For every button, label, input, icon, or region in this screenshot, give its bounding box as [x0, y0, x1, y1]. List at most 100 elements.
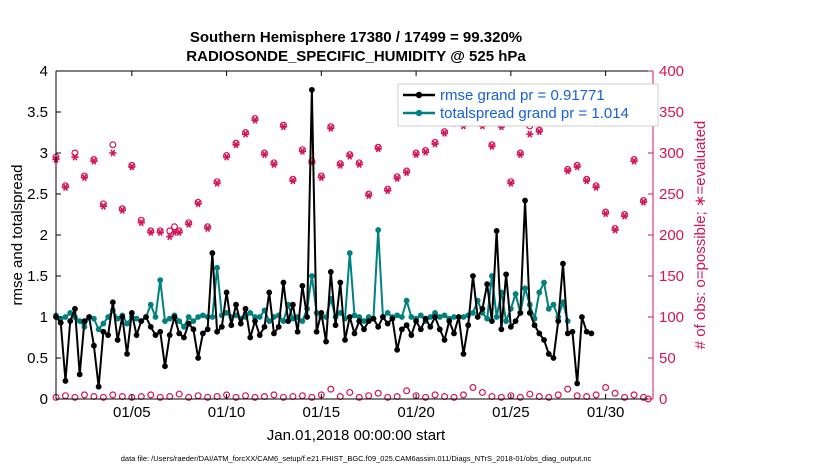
spread-point — [256, 314, 263, 320]
spread-point — [223, 310, 230, 316]
spread-point — [299, 318, 306, 324]
rmse-point — [389, 315, 396, 322]
rmse-point — [417, 326, 424, 333]
spread-point — [351, 312, 358, 319]
obs-star-stroke — [167, 233, 173, 241]
rmse-point — [275, 323, 282, 330]
rmse-point — [413, 318, 419, 324]
rmse-point — [332, 322, 339, 329]
obs-evaluated-point — [564, 167, 572, 175]
rmse-point — [579, 314, 585, 320]
obs-evaluated-point — [327, 124, 335, 132]
spread-point — [427, 314, 434, 320]
obs-possible-point — [431, 391, 439, 399]
y-right-tick-label: 200 — [659, 227, 684, 244]
y-right-tick-label: 350 — [659, 104, 684, 121]
obs-possible-point — [175, 390, 183, 398]
spread-point — [365, 314, 372, 320]
rmse-point — [356, 318, 363, 324]
obs-evaluated-point — [260, 151, 269, 159]
obs-evaluated-point — [147, 229, 155, 237]
obs-star-stroke — [176, 229, 182, 237]
rmse-point — [327, 269, 334, 275]
rmse-point — [493, 228, 500, 234]
spread-point — [114, 315, 121, 322]
chart-subtitle: RADIOSONDE_SPECIFIC_HUMIDITY @ 525 hPa — [186, 48, 526, 65]
rmse-point — [342, 337, 348, 343]
obs-evaluated-point — [630, 157, 638, 165]
obs-evaluated-point — [365, 192, 373, 200]
spread-point — [190, 318, 197, 324]
obs-star-stroke — [205, 224, 211, 232]
obs-evaluated-point — [118, 206, 126, 214]
rmse-point — [294, 328, 301, 335]
obs-possible-point — [204, 393, 212, 401]
rmse-point — [588, 330, 595, 337]
spread-point — [545, 305, 552, 312]
obs-evaluated-point — [298, 147, 306, 155]
y-right-tick-label: 250 — [659, 186, 684, 203]
obs-star-stroke — [62, 183, 68, 191]
obs-evaluated-point — [61, 183, 70, 191]
y-left-tick-label: 3.5 — [27, 104, 48, 121]
obs-evaluated-point — [488, 142, 496, 150]
rmse-point — [133, 332, 140, 338]
obs-evaluated-point — [336, 161, 344, 169]
obs-possible-point — [80, 391, 88, 399]
y-left-tick-label: 4 — [40, 63, 48, 80]
obs-evaluated-point — [317, 174, 325, 182]
spread-point — [375, 227, 382, 233]
obs-star-stroke — [432, 140, 438, 148]
x-tick-label: 01/15 — [303, 404, 341, 421]
axes-layer: 0 0.5 1 1.5 2 2.5 3 3.5 4 0 50 100 150 200 250 300 350 40… — [27, 63, 684, 421]
obs-possible-point — [384, 393, 392, 401]
obs-evaluated-point — [99, 202, 107, 210]
spread-point — [91, 315, 97, 322]
spread-point — [541, 279, 547, 286]
rmse-point — [526, 310, 533, 316]
obs-evaluated-point — [232, 141, 240, 149]
spread-point — [100, 320, 107, 327]
obs-evaluated-point — [526, 130, 534, 138]
obs-evaluated-point — [279, 123, 288, 131]
spread-point — [408, 314, 415, 320]
rmse-point — [152, 332, 159, 338]
spread-point — [436, 314, 443, 320]
rmse-point — [441, 337, 448, 343]
obs-possible-point — [422, 393, 430, 401]
rmse-point — [91, 342, 97, 349]
spread-point — [460, 314, 467, 320]
spread-point — [308, 273, 315, 279]
spread-point — [124, 320, 130, 327]
rmse-point — [209, 250, 216, 256]
obs-evaluated-point — [166, 233, 174, 241]
rmse-point — [190, 326, 197, 333]
obs-star-stroke — [641, 198, 647, 206]
spread-point — [209, 314, 216, 320]
rmse-point — [181, 334, 187, 341]
obs-evaluated-point — [507, 179, 515, 187]
y-left-tick-label: 3 — [40, 145, 48, 162]
obs-evaluated-point — [109, 149, 117, 157]
obs-possible-point — [232, 393, 240, 401]
spread-point — [152, 314, 159, 320]
obs-star-stroke — [337, 161, 343, 169]
rmse-point — [422, 315, 429, 322]
obs-star-stroke — [442, 129, 448, 137]
spread-point — [67, 310, 74, 316]
obs-possible-point — [346, 388, 354, 396]
spread-point — [195, 314, 202, 320]
obs-possible-point — [497, 393, 505, 401]
obs-possible-point — [602, 384, 610, 392]
legend-box — [397, 83, 659, 127]
rmse-point — [370, 315, 377, 322]
spread-point — [470, 310, 476, 316]
obs-star-stroke — [318, 174, 324, 182]
legend-spread-marker — [415, 109, 423, 117]
obs-possible-point — [156, 393, 164, 401]
y-right-tick-label: 50 — [659, 350, 676, 367]
rmse-point — [361, 326, 367, 333]
spread-point — [522, 285, 528, 292]
rmse-point — [403, 322, 410, 329]
obs-star-stroke — [214, 179, 220, 187]
